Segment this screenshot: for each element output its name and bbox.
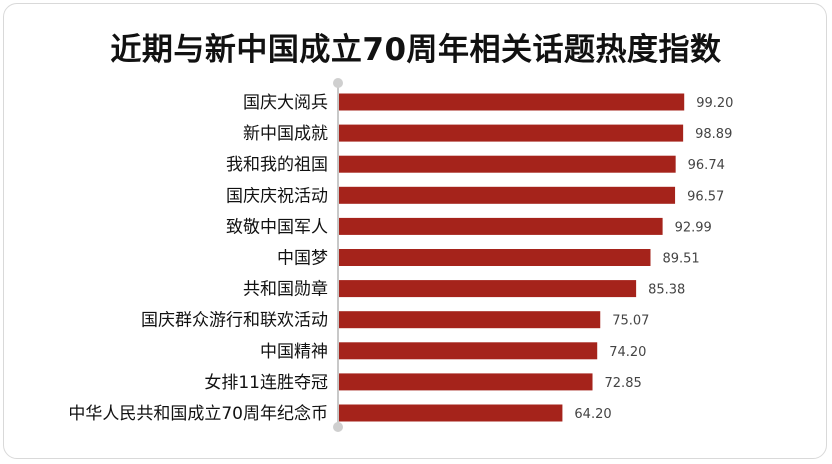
category-label: 中国梦 [277,249,328,269]
category-label: 女排11连胜夺冠 [204,373,328,393]
bar [339,217,663,235]
value-label: 98.89 [695,127,732,142]
bar [339,373,593,391]
value-label: 96.57 [687,189,724,204]
bar [339,186,676,204]
bar [339,280,637,298]
category-label: 共和国勋章 [243,280,328,300]
value-label: 72.85 [605,376,642,391]
value-label: 92.99 [675,220,712,235]
bar [339,249,651,266]
category-label: 中华人民共和国成立70周年纪念币 [68,403,328,424]
category-label: 中国精神 [260,342,328,362]
bar [339,155,676,173]
y-axis-top-dot [333,78,343,88]
value-label: 74.20 [609,345,646,360]
value-label: 96.74 [688,158,725,173]
bar [339,124,684,142]
bar [339,311,601,329]
category-label: 国庆庆祝活动 [226,186,328,206]
y-axis-bottom-dot [333,422,343,432]
category-label: 国庆大阅兵 [243,93,328,113]
bar [339,342,598,360]
bar [339,404,563,422]
chart-title: 近期与新中国成立70周年相关话题热度指数 [110,32,722,68]
bar [339,93,685,111]
category-label: 我和我的祖国 [226,155,328,175]
value-label: 75.07 [612,314,649,329]
value-label: 64.20 [574,407,611,422]
category-label: 国庆群众游行和联欢活动 [141,311,328,331]
value-label: 89.51 [662,252,699,267]
value-label: 99.20 [696,96,733,111]
category-label: 新中国成就 [243,124,328,144]
category-label: 致敬中国军人 [226,217,328,237]
value-label: 85.38 [648,283,685,298]
